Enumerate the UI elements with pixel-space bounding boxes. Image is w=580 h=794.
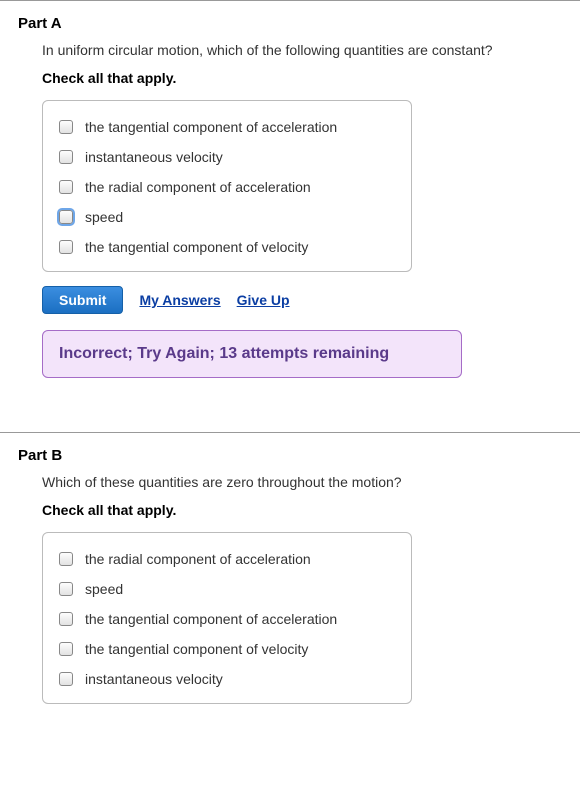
part-a-question: In uniform circular motion, which of the… (42, 42, 562, 58)
checkbox[interactable] (59, 672, 73, 686)
option-label: the radial component of acceleration (85, 179, 311, 195)
part-a-content: In uniform circular motion, which of the… (0, 42, 580, 378)
option-label: speed (85, 209, 123, 225)
part-a-instruction: Check all that apply. (42, 70, 562, 86)
option-label: the tangential component of acceleration (85, 611, 337, 627)
part-a-button-row: Submit My Answers Give Up (42, 286, 562, 314)
section-gap (0, 398, 580, 432)
give-up-link[interactable]: Give Up (237, 292, 290, 308)
option-row[interactable]: the tangential component of velocity (59, 239, 395, 255)
part-b-instruction: Check all that apply. (42, 502, 562, 518)
checkbox[interactable] (59, 582, 73, 596)
checkbox[interactable] (59, 210, 73, 224)
option-row[interactable]: the radial component of acceleration (59, 179, 395, 195)
option-label: speed (85, 581, 123, 597)
part-b-question: Which of these quantities are zero throu… (42, 474, 562, 490)
part-a-title: Part A (0, 11, 580, 42)
option-label: the tangential component of velocity (85, 239, 308, 255)
feedback-box: Incorrect; Try Again; 13 attempts remain… (42, 330, 462, 378)
option-row[interactable]: instantaneous velocity (59, 671, 395, 687)
option-row[interactable]: the tangential component of acceleration (59, 119, 395, 135)
option-row[interactable]: the tangential component of acceleration (59, 611, 395, 627)
part-b-section: Part B Which of these quantities are zer… (0, 432, 580, 738)
option-row[interactable]: the radial component of acceleration (59, 551, 395, 567)
checkbox[interactable] (59, 552, 73, 566)
option-row[interactable]: speed (59, 209, 395, 225)
option-row[interactable]: instantaneous velocity (59, 149, 395, 165)
checkbox[interactable] (59, 150, 73, 164)
part-b-options-box: the radial component of acceleration spe… (42, 532, 412, 704)
checkbox[interactable] (59, 240, 73, 254)
checkbox[interactable] (59, 180, 73, 194)
part-b-content: Which of these quantities are zero throu… (0, 474, 580, 704)
checkbox[interactable] (59, 120, 73, 134)
option-label: the radial component of acceleration (85, 551, 311, 567)
my-answers-link[interactable]: My Answers (139, 292, 220, 308)
feedback-text: Incorrect; Try Again; 13 attempts remain… (59, 345, 389, 362)
option-row[interactable]: speed (59, 581, 395, 597)
option-row[interactable]: the tangential component of velocity (59, 641, 395, 657)
option-label: instantaneous velocity (85, 149, 223, 165)
part-b-title: Part B (0, 443, 580, 474)
checkbox[interactable] (59, 612, 73, 626)
option-label: instantaneous velocity (85, 671, 223, 687)
part-a-options-box: the tangential component of acceleration… (42, 100, 412, 272)
submit-button[interactable]: Submit (42, 286, 123, 314)
option-label: the tangential component of acceleration (85, 119, 337, 135)
part-a-section: Part A In uniform circular motion, which… (0, 0, 580, 398)
option-label: the tangential component of velocity (85, 641, 308, 657)
checkbox[interactable] (59, 642, 73, 656)
